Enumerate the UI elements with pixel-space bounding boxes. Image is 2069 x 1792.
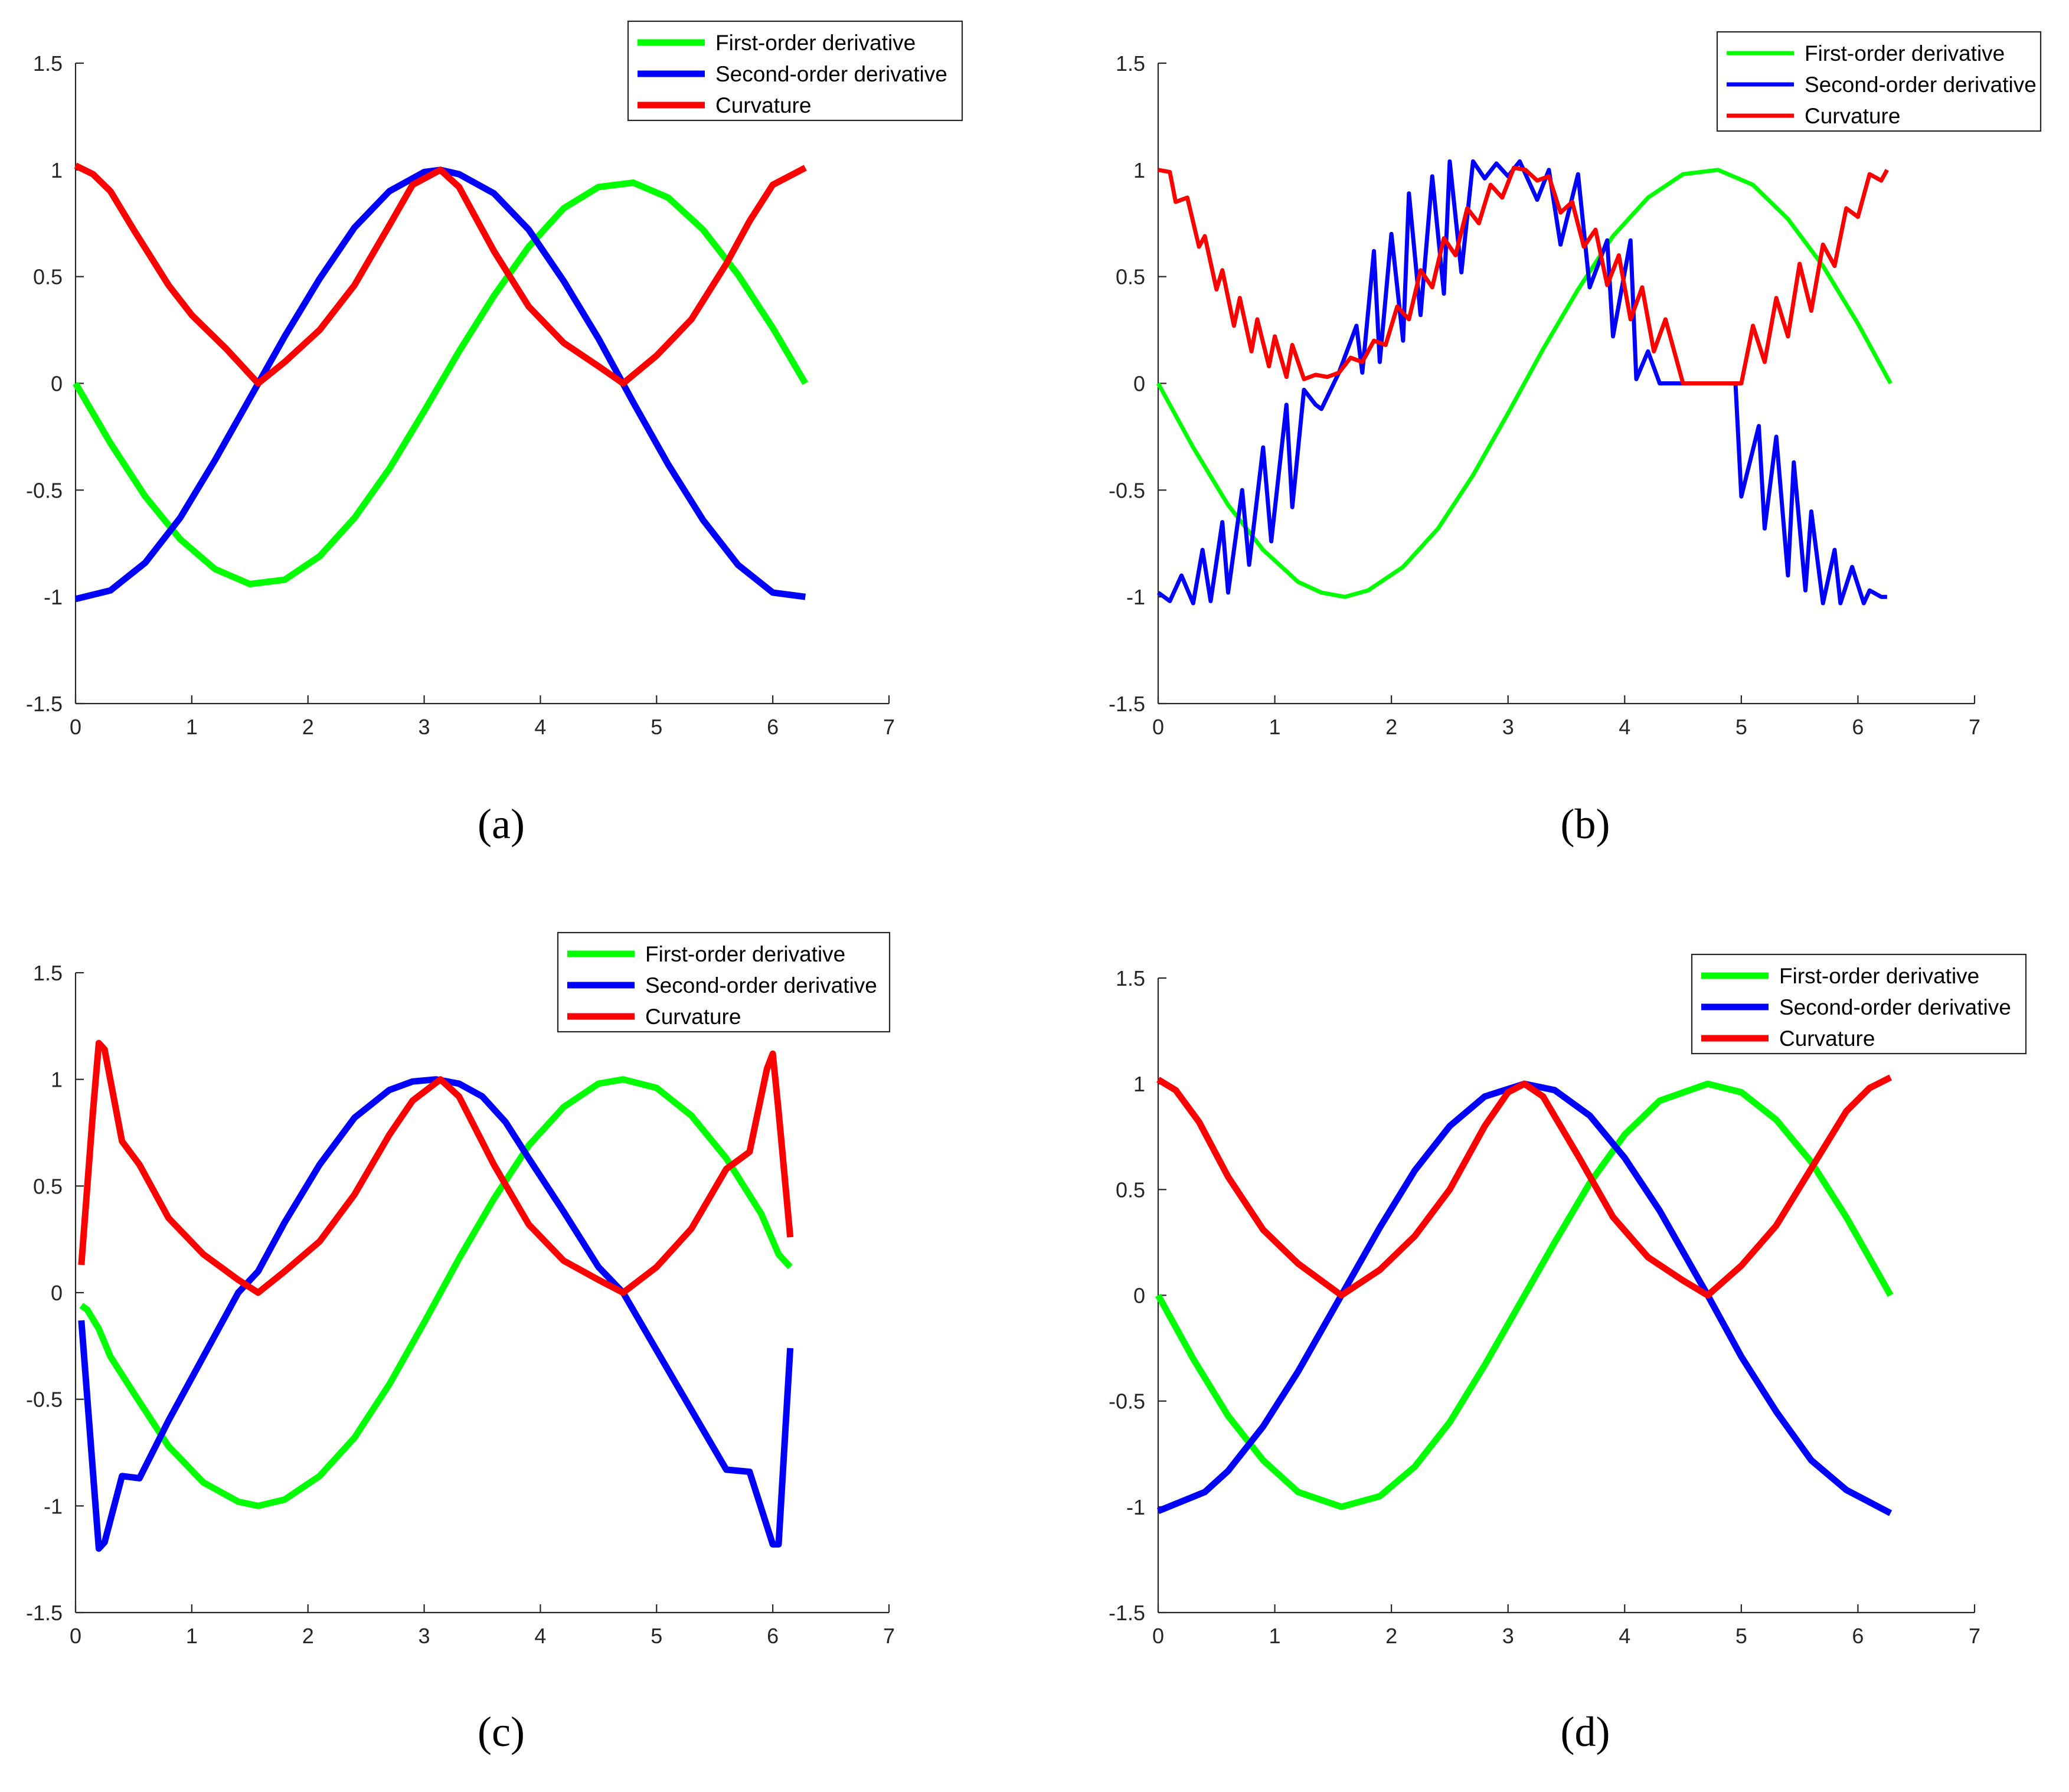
y-tick-label: 1.5 — [1116, 51, 1145, 76]
x-tick-label: 4 — [1619, 715, 1630, 739]
series-line-first-order-derivative — [79, 1076, 793, 1509]
x-tick-label: 5 — [1735, 1624, 1747, 1648]
y-tick-label: 0 — [1133, 372, 1145, 396]
legend: First-order derivative Second-order deriv… — [1716, 31, 2042, 132]
x-tick-label: 7 — [883, 715, 895, 739]
x-tick-label: 2 — [302, 715, 314, 739]
x-tick-label: 1 — [186, 715, 198, 739]
x-tick-label: 7 — [883, 1624, 895, 1648]
series-line-curvature — [1158, 165, 1889, 385]
x-tick-label: 4 — [534, 1624, 546, 1648]
y-tick-label: 0.5 — [33, 1174, 63, 1198]
panel-label: (d) — [1561, 1708, 1610, 1755]
legend-label: Curvature — [1779, 1026, 1875, 1051]
y-tick-label: -1.5 — [1109, 692, 1145, 716]
panel-label: (c) — [478, 1708, 525, 1755]
legend-label: Second-order derivative — [1805, 73, 2037, 97]
panel-label: (a) — [478, 800, 525, 848]
panel-label: (b) — [1561, 800, 1610, 848]
x-tick-label: 0 — [70, 1624, 81, 1648]
x-tick-label: 6 — [1852, 1624, 1864, 1648]
y-tick-label: -0.5 — [26, 1388, 63, 1412]
y-tick-label: -0.5 — [26, 478, 63, 502]
x-tick-label: 2 — [1385, 715, 1397, 739]
legend-label: Second-order derivative — [1779, 995, 2011, 1019]
x-tick-label: 1 — [186, 1624, 198, 1648]
x-tick-label: 7 — [1969, 1624, 1980, 1648]
y-tick-label: -0.5 — [1109, 478, 1145, 502]
x-tick-label: 5 — [651, 715, 662, 739]
x-tick-label: 3 — [419, 1624, 430, 1648]
y-tick-label: 0.5 — [1116, 1178, 1145, 1202]
y-tick-label: 1 — [51, 1068, 63, 1092]
legend: First-order derivative Second-order deriv… — [627, 20, 963, 122]
y-tick-label: -1 — [44, 1494, 63, 1518]
x-tick-label: 5 — [1735, 715, 1747, 739]
x-tick-label: 4 — [1619, 1624, 1630, 1648]
chart-panel-b: 0 1 2 3 4 5 6 7 -1.5 -1 -0.5 0 0.5 1 1.5 First-order de… — [1109, 31, 2042, 848]
x-tick-label: 3 — [419, 715, 430, 739]
x-tick-label: 4 — [534, 715, 546, 739]
series-line-second-order-derivative — [78, 1076, 794, 1552]
y-tick-label: 1 — [1133, 158, 1145, 182]
x-tick-label: 7 — [1969, 715, 1980, 739]
x-tick-label: 0 — [70, 715, 81, 739]
legend-label: Second-order derivative — [645, 973, 877, 998]
series-line-curvature — [1156, 1074, 1893, 1299]
y-tick-label: -1.5 — [1109, 1601, 1145, 1625]
y-tick-label: -1 — [1126, 1495, 1145, 1519]
series-line-first-order-derivative — [1156, 168, 1893, 599]
y-tick-label: 0 — [51, 1281, 63, 1305]
y-tick-label: 0.5 — [33, 265, 63, 289]
x-tick-label: 5 — [651, 1624, 662, 1648]
y-tick-label: -1.5 — [26, 692, 63, 716]
legend-label: First-order derivative — [1779, 964, 1979, 988]
y-tick-label: 1 — [51, 158, 63, 182]
legend-label: Curvature — [645, 1005, 741, 1029]
x-tick-label: 3 — [1502, 1624, 1514, 1648]
series-line-curvature — [74, 162, 807, 387]
legend-label: First-order derivative — [715, 31, 916, 55]
x-tick-label: 2 — [302, 1624, 314, 1648]
legend: First-order derivative Second-order deriv… — [1691, 953, 2027, 1055]
x-tick-label: 6 — [767, 715, 779, 739]
legend-label: Curvature — [715, 93, 811, 117]
x-tick-label: 1 — [1269, 715, 1281, 739]
y-tick-label: 1.5 — [1116, 966, 1145, 990]
y-tick-label: 1.5 — [33, 51, 63, 76]
legend-label: First-order derivative — [645, 942, 845, 966]
x-tick-label: 6 — [1852, 715, 1864, 739]
y-tick-label: 1 — [1133, 1072, 1145, 1096]
series-line-first-order-derivative — [73, 179, 809, 587]
x-tick-label: 2 — [1385, 1624, 1397, 1648]
y-tick-label: 0 — [51, 372, 63, 396]
legend-label: First-order derivative — [1805, 41, 2005, 66]
x-tick-label: 3 — [1502, 715, 1514, 739]
chart-panel-c: 0 1 2 3 4 5 6 7 -1.5 -1 -0.5 0 0.5 1 1.5 First-order de… — [26, 931, 895, 1755]
y-tick-label: 0 — [1133, 1284, 1145, 1308]
series-line-first-order-derivative — [1155, 1080, 1894, 1510]
y-tick-label: 1.5 — [33, 961, 63, 985]
legend: First-order derivative Second-order deriv… — [557, 931, 891, 1033]
legend-label: Second-order derivative — [715, 62, 947, 86]
series-line-second-order-derivative — [1156, 159, 1887, 606]
y-tick-label: -1 — [1126, 585, 1145, 609]
x-tick-label: 6 — [767, 1624, 779, 1648]
series-line-curvature — [78, 1039, 794, 1296]
chart-panel-d: 0 1 2 3 4 5 6 7 -1.5 -1 -0.5 0 0.5 1 1.5 First-order de… — [1109, 953, 2027, 1755]
y-tick-label: -1.5 — [26, 1601, 63, 1625]
chart-panel-a: 0 1 2 3 4 5 6 7 -1.5 -1 -0.5 0 0.5 1 1.5 First-order de… — [26, 20, 963, 848]
y-tick-label: 0.5 — [1116, 265, 1145, 289]
legend-label: Curvature — [1805, 104, 1900, 128]
legend-box — [1716, 31, 2042, 132]
x-tick-label: 0 — [1152, 715, 1164, 739]
x-tick-label: 1 — [1269, 1624, 1281, 1648]
y-tick-label: -1 — [44, 585, 63, 609]
y-tick-label: -0.5 — [1109, 1389, 1145, 1414]
x-tick-label: 0 — [1152, 1624, 1164, 1648]
